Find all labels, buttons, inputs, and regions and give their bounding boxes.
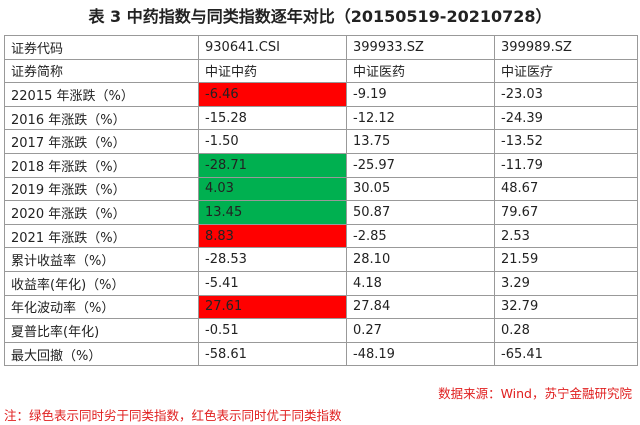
table-cell: -1.50 [198,129,347,154]
table-cell: 28.10 [346,247,495,272]
table-row: 最大回撤（%） -58.61 -48.19 -65.41 [4,341,638,367]
table-cell: 22015 年涨跌（%） [4,82,199,107]
table-cell: 8.83 [198,223,347,249]
table-row: 2019 年涨跌（%） 4.03 30.05 48.67 [4,176,638,202]
title: 表 3 中药指数与同类指数逐年对比（20150519-20210728） [88,7,552,26]
table-cell: 50.87 [346,200,495,225]
table-row: 收益率(年化)（%） -5.41 4.18 3.29 [4,270,638,296]
table-cell: -2.85 [346,223,495,249]
table-cell: 2.53 [494,223,638,249]
table-cell: 年化波动率（%） [4,294,199,320]
table-cell: 27.61 [198,294,347,320]
table-cell: 收益率(年化)（%） [4,270,199,296]
table-row: 22015 年涨跌（%） -6.46 -9.19 -23.03 [4,82,638,107]
table-row: 证券简称 中证中药 中证医药 中证医疗 [4,58,638,84]
table-row: 2020 年涨跌（%） 13.45 50.87 79.67 [4,200,638,225]
note: 注：绿色表示同时劣于同类指数，红色表示同时优于同类指数 [4,408,342,423]
table-cell: 证券简称 [4,58,199,84]
table-cell: -11.79 [494,152,638,178]
source: 数据来源：Wind，苏宁金融研究院 [438,386,632,401]
table-cell: -5.41 [198,270,347,296]
table-cell: 夏普比率(年化) [4,318,199,343]
table-cell: -48.19 [346,341,495,367]
table-row: 年化波动率（%） 27.61 27.84 32.79 [4,294,638,320]
table-cell: -28.53 [198,247,347,272]
table-cell: 中证医疗 [494,58,638,84]
table-cell: -12.12 [346,105,495,131]
table-cell: -24.39 [494,105,638,131]
table-cell: 中证中药 [198,58,347,84]
table-cell: 930641.CSI [198,35,347,60]
table-cell: 79.67 [494,200,638,225]
table-row: 2018 年涨跌（%） -28.71 -25.97 -11.79 [4,152,638,178]
table-cell: 2021 年涨跌（%） [4,223,199,249]
table-row: 2016 年涨跌（%） -15.28 -12.12 -24.39 [4,105,638,131]
table-cell: 3.29 [494,270,638,296]
table-cell: 30.05 [346,176,495,202]
comparison-table: 证券代码 930641.CSI 399933.SZ 399989.SZ 证券简称 中证中药… [4,35,638,367]
table-cell: 2018 年涨跌（%） [4,152,199,178]
table-cell: 2020 年涨跌（%） [4,200,199,225]
table-row: 2021 年涨跌（%） 8.83 -2.85 2.53 [4,223,638,249]
table-cell: 0.28 [494,318,638,343]
table-cell: -58.61 [198,341,347,367]
table-cell: 399989.SZ [494,35,638,60]
table-cell: -23.03 [494,82,638,107]
table-cell: -6.46 [198,82,347,107]
table-cell: 21.59 [494,247,638,272]
table-row: 证券代码 930641.CSI 399933.SZ 399989.SZ [4,35,638,60]
table-cell: 48.67 [494,176,638,202]
table-cell: 2019 年涨跌（%） [4,176,199,202]
table-row: 2017 年涨跌（%） -1.50 13.75 -13.52 [4,129,638,154]
table-cell: 13.75 [346,129,495,154]
table-row: 夏普比率(年化) -0.51 0.27 0.28 [4,318,638,343]
table-cell: 2016 年涨跌（%） [4,105,199,131]
table-cell: 27.84 [346,294,495,320]
table-cell: 399933.SZ [346,35,495,60]
table-cell: 2017 年涨跌（%） [4,129,199,154]
table-cell: 证券代码 [4,35,199,60]
table-cell: -13.52 [494,129,638,154]
table-cell: -0.51 [198,318,347,343]
table-cell: -28.71 [198,152,347,178]
table-cell: 32.79 [494,294,638,320]
table-cell: -15.28 [198,105,347,131]
table-cell: 4.18 [346,270,495,296]
table-cell: 4.03 [198,176,347,202]
table-cell: -9.19 [346,82,495,107]
table-cell: 中证医药 [346,58,495,84]
table-cell: 最大回撤（%） [4,341,199,367]
table-cell: 0.27 [346,318,495,343]
table-row: 累计收益率（%） -28.53 28.10 21.59 [4,247,638,272]
table-cell: -25.97 [346,152,495,178]
table-cell: 13.45 [198,200,347,225]
table-cell: 累计收益率（%） [4,247,199,272]
table-cell: -65.41 [494,341,638,367]
